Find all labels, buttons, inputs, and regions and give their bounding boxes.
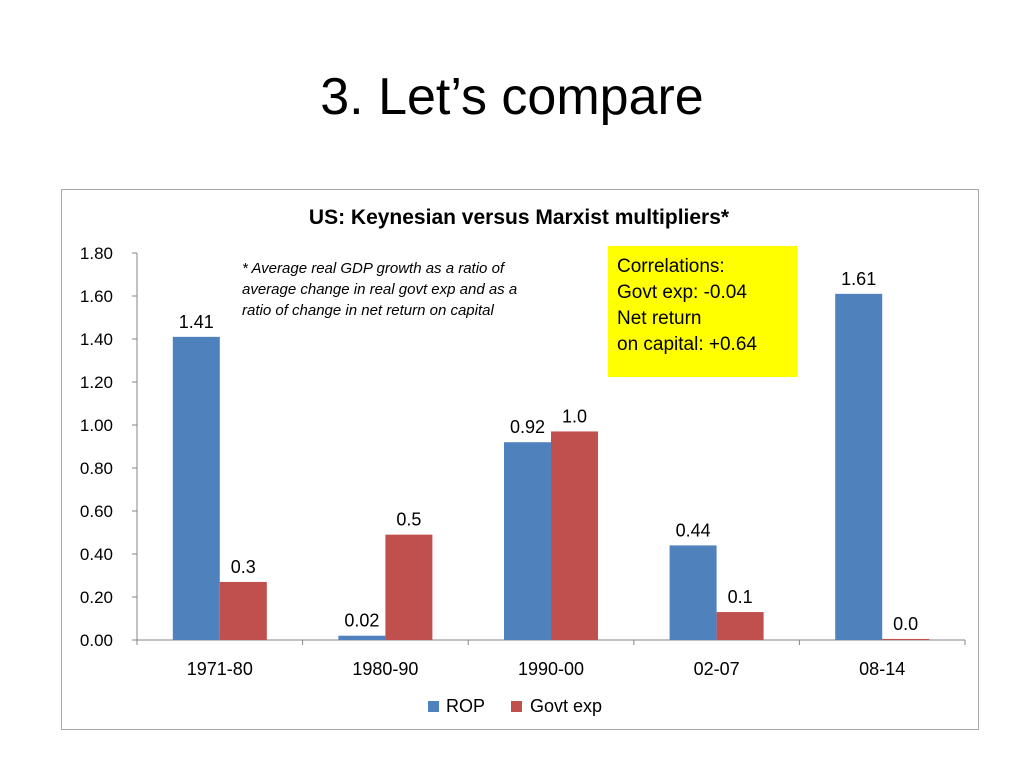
x-tick-label: 1990-00 bbox=[518, 659, 584, 679]
correlation-net-return-value: on capital: +0.64 bbox=[617, 334, 757, 355]
correlation-net-return-label: Net return bbox=[617, 308, 702, 329]
correlations-heading: Correlations: bbox=[617, 256, 725, 277]
y-tick-label: 1.40 bbox=[80, 330, 113, 349]
data-label: 0.5 bbox=[396, 510, 421, 530]
y-tick-label: 0.20 bbox=[80, 588, 113, 607]
bar-govt-exp bbox=[716, 612, 764, 640]
data-label: 0.92 bbox=[510, 417, 545, 437]
slide-title: 3. Let’s compare bbox=[320, 68, 704, 126]
x-tick-label: 08-14 bbox=[859, 659, 905, 679]
data-label: 1.41 bbox=[179, 312, 214, 332]
data-label: 0.02 bbox=[344, 611, 379, 631]
y-tick-label: 0.00 bbox=[80, 631, 113, 650]
x-tick-label: 1980-90 bbox=[352, 659, 418, 679]
legend-label: ROP bbox=[446, 696, 485, 716]
data-label: 0.1 bbox=[728, 587, 753, 607]
y-tick-label: 1.80 bbox=[80, 244, 113, 263]
data-label: 0.3 bbox=[231, 557, 256, 577]
bar-govt-exp bbox=[385, 534, 433, 640]
y-axis: 0.00 0.20 0.40 0.60 0.80 1.00 1.20 1.40 1.60 1.80 bbox=[80, 244, 138, 650]
bar-govt-exp bbox=[551, 431, 598, 640]
bar-rop bbox=[172, 336, 220, 640]
bars bbox=[172, 293, 930, 640]
legend: ROP Govt exp bbox=[428, 696, 602, 716]
x-axis: 1971-80 1980-90 1990-00 02-07 08-14 bbox=[136, 639, 966, 679]
data-label: 1.0 bbox=[562, 406, 587, 426]
data-label: 0.44 bbox=[676, 520, 711, 540]
y-tick-label: 1.60 bbox=[80, 287, 113, 306]
bar-rop bbox=[669, 545, 717, 640]
x-tick-label: 02-07 bbox=[694, 659, 740, 679]
legend-swatch-rop bbox=[428, 701, 439, 712]
bar-govt-exp bbox=[219, 581, 267, 640]
y-tick-label: 0.40 bbox=[80, 545, 113, 564]
chart-title: US: Keynesian versus Marxist multipliers… bbox=[309, 206, 730, 229]
y-tick-label: 1.00 bbox=[80, 416, 113, 435]
data-label: 1.61 bbox=[841, 269, 876, 289]
footnote: * Average real GDP growth as a ratio of … bbox=[242, 260, 518, 319]
y-tick-label: 1.20 bbox=[80, 373, 113, 392]
y-tick-label: 0.60 bbox=[80, 502, 113, 521]
correlations-box: Correlations: Govt exp: -0.04 Net return… bbox=[608, 246, 797, 377]
bar-govt-exp bbox=[882, 638, 930, 640]
data-labels: 1.41 0.02 0.92 0.44 1.61 0.3 0.5 1.0 0.1 0.0 bbox=[179, 269, 918, 634]
bar-rop bbox=[835, 293, 883, 640]
x-tick-label: 1971-80 bbox=[187, 659, 253, 679]
correlation-govt-exp: Govt exp: -0.04 bbox=[617, 282, 747, 303]
bar-rop bbox=[338, 635, 386, 640]
y-tick-label: 0.80 bbox=[80, 459, 113, 478]
legend-label: Govt exp bbox=[530, 696, 602, 716]
data-label: 0.0 bbox=[893, 614, 918, 634]
bar-rop bbox=[504, 442, 551, 640]
legend-swatch-govt-exp bbox=[511, 701, 522, 712]
